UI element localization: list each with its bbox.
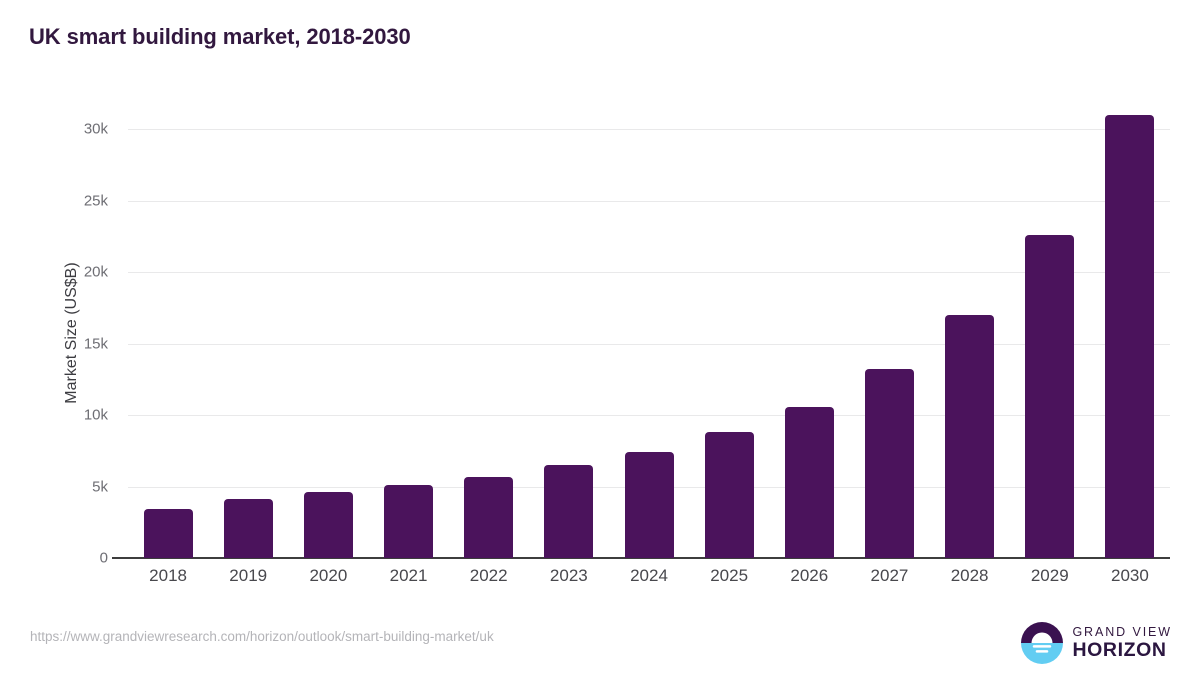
bar[interactable] — [384, 485, 434, 558]
bar[interactable] — [1025, 235, 1075, 558]
logo-line-horizon: HORIZON — [1072, 639, 1167, 661]
bar-group — [784, 108, 834, 558]
x-axis-tick: 2019 — [229, 566, 268, 585]
y-axis-tick: 0 — [99, 549, 108, 567]
page-title: UK smart building market, 2018-2030 — [29, 24, 411, 49]
bar[interactable] — [544, 465, 594, 558]
bar-group — [864, 108, 914, 558]
y-axis-tick: 15k — [83, 335, 108, 353]
bar-group — [303, 108, 353, 558]
y-axis-tick: 10k — [83, 406, 108, 424]
x-axis-tick: 2026 — [790, 566, 829, 585]
bar-group — [704, 108, 754, 558]
y-axis-tick: 30k — [83, 120, 108, 138]
bar-group — [624, 108, 674, 558]
y-axis-tick: 20k — [83, 263, 108, 281]
x-axis-tick: 2028 — [950, 566, 989, 585]
x-axis-tick: 2029 — [1030, 566, 1069, 585]
x-axis-tick: 2024 — [630, 566, 668, 585]
y-axis-tick: 25k — [83, 192, 108, 210]
y-axis-tick-labels: 0 5k 10k 15k 20k 25k 30k — [0, 108, 120, 567]
sun-horizon-icon — [1021, 622, 1064, 664]
grand-view-horizon-logo[interactable]: GRAND VIEW HORIZON — [1021, 620, 1172, 666]
x-axis-tick: 2025 — [710, 566, 749, 585]
bar-group — [544, 108, 594, 558]
source-url[interactable]: https://www.grandviewresearch.com/horizo… — [30, 629, 494, 644]
x-axis-tick-labels: 2018 2019 2020 2021 2022 2023 2024 2025 2026 2027… — [128, 566, 1170, 596]
bar-group — [223, 108, 273, 558]
x-axis-tick: 2027 — [870, 566, 909, 585]
bar[interactable] — [704, 432, 754, 558]
bar[interactable] — [945, 315, 995, 558]
bar[interactable] — [624, 452, 674, 558]
bar-group — [1105, 108, 1155, 558]
x-axis-tick: 2030 — [1110, 566, 1149, 585]
bar[interactable] — [464, 476, 514, 558]
plot-area — [112, 108, 1170, 559]
bar[interactable] — [143, 508, 193, 558]
x-axis-tick: 2021 — [389, 566, 428, 585]
bar[interactable] — [784, 406, 834, 558]
bar-group — [143, 108, 193, 558]
bar[interactable] — [303, 492, 353, 558]
bar[interactable] — [864, 369, 914, 558]
y-axis-tick: 5k — [92, 478, 108, 496]
x-axis-tick: 2020 — [309, 566, 348, 585]
bar-series — [128, 108, 1170, 558]
x-axis-line — [112, 557, 1170, 559]
x-axis-tick: 2023 — [549, 566, 588, 585]
bar[interactable] — [223, 498, 273, 558]
bar-group — [464, 108, 514, 558]
bar-group — [384, 108, 434, 558]
logo-wordmark: GRAND VIEW HORIZON — [1072, 624, 1172, 661]
bar[interactable] — [1105, 115, 1155, 558]
x-axis-tick: 2022 — [469, 566, 508, 585]
logo-line-grand-view: GRAND VIEW — [1072, 624, 1172, 639]
x-axis-tick: 2018 — [149, 566, 187, 585]
bar-group — [1025, 108, 1075, 558]
bar-group — [945, 108, 995, 558]
